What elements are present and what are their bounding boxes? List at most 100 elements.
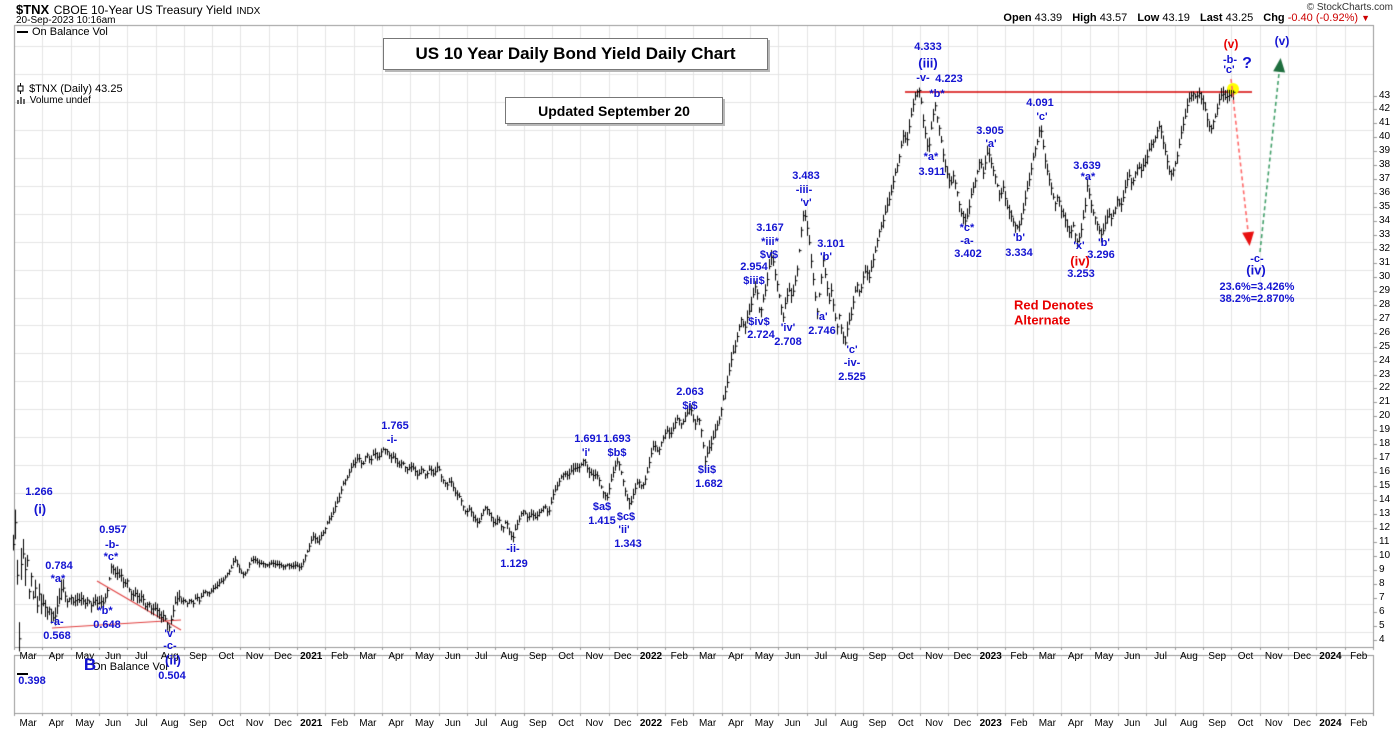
- wave-annotation: (v): [1274, 34, 1290, 48]
- x-axis-label: May: [415, 651, 434, 662]
- x-axis-label: Sep: [189, 651, 207, 662]
- y-axis-label: 8: [1379, 577, 1385, 589]
- x-axis-label: Oct: [218, 717, 235, 729]
- y-axis-label: 14: [1379, 494, 1391, 506]
- wave-annotation: 'c': [1036, 111, 1048, 123]
- x-axis-label: Mar: [698, 651, 717, 662]
- x-axis-label: 2021: [300, 717, 323, 729]
- wave-annotation: 3.402: [954, 248, 982, 260]
- last-value: 43.25: [1225, 12, 1254, 24]
- y-axis-label: 43: [1379, 89, 1391, 101]
- x-axis-label: Dec: [1293, 717, 1311, 729]
- chg-down-arrow-icon[interactable]: ▼: [1361, 13, 1370, 23]
- y-axis-label: 19: [1379, 424, 1391, 436]
- x-axis-label: May: [75, 717, 95, 729]
- wave-annotation: *b*: [97, 605, 113, 617]
- wave-annotation: *a*: [923, 151, 939, 163]
- y-axis-label: 40: [1379, 131, 1391, 143]
- y-axis-label: 38: [1379, 159, 1391, 171]
- x-axis-label: Jul: [134, 717, 148, 729]
- x-axis-label: Aug: [840, 717, 859, 729]
- x-axis-label: Nov: [925, 651, 943, 662]
- y-axis-label: 17: [1379, 452, 1391, 464]
- y-axis-label: 25: [1379, 340, 1391, 352]
- wave-annotation: 4.091: [1026, 97, 1054, 109]
- obv-legend-top-label: On Balance Vol: [32, 26, 108, 38]
- x-axis-label: Nov: [585, 717, 604, 729]
- volume-legend: Volume undef: [17, 95, 91, 106]
- y-axis-label: 30: [1379, 270, 1391, 282]
- wave-annotation: 'b': [1098, 237, 1110, 249]
- wave-annotation: -b-: [1222, 54, 1238, 66]
- wave-annotation: 'c': [1223, 64, 1235, 76]
- y-axis-label: 16: [1379, 466, 1391, 478]
- x-axis-label: Jul: [474, 651, 488, 662]
- x-axis-label: Jun: [444, 717, 461, 729]
- x-axis-label: Apr: [1067, 717, 1084, 729]
- x-axis-label: Nov: [1264, 651, 1283, 662]
- wave-annotation: $ii$: [697, 464, 717, 476]
- x-axis-label: Feb: [1010, 651, 1028, 662]
- open-label: Open: [1003, 12, 1032, 24]
- wave-annotation: (v): [1223, 37, 1239, 51]
- x-axis-label: Jun: [784, 717, 801, 729]
- x-axis-label: Jul: [134, 651, 148, 662]
- wave-annotation: 0.504: [158, 670, 186, 682]
- x-axis-label: Feb: [670, 651, 688, 662]
- y-axis-label: 24: [1379, 354, 1391, 366]
- wave-annotation: 1.765: [381, 420, 409, 432]
- wave-annotation: 1.129: [500, 558, 528, 570]
- wave-annotation: 4.333: [914, 41, 942, 53]
- x-axis-label: Jul: [1154, 717, 1167, 729]
- wave-annotation: 'b': [820, 251, 832, 263]
- x-axis-label: Feb: [670, 717, 688, 729]
- y-axis-label: 27: [1379, 312, 1391, 324]
- x-axis-label: Dec: [274, 717, 292, 729]
- wave-annotation: 3.334: [1005, 247, 1033, 259]
- y-axis-label: 26: [1379, 326, 1391, 338]
- wave-annotation: *c*: [959, 222, 975, 234]
- candlestick-icon: [17, 83, 24, 94]
- x-axis-label: Mar: [698, 717, 717, 729]
- x-axis-label: Oct: [558, 651, 574, 662]
- x-axis-label: Dec: [274, 651, 292, 662]
- wave-annotation: (iv): [1246, 262, 1266, 278]
- wave-annotation: *iii*: [761, 236, 779, 248]
- x-axis-label: May: [1094, 717, 1114, 729]
- x-axis-label: Jul: [814, 717, 828, 729]
- wave-annotation: 'a': [816, 311, 828, 323]
- wave-annotation: 2.063: [676, 386, 704, 398]
- x-axis-label: 2022: [639, 651, 663, 662]
- x-axis-label: Oct: [558, 717, 574, 729]
- x-axis-label: Jun: [105, 651, 122, 662]
- wave-annotation: 3.101: [817, 238, 845, 250]
- x-axis-label: Jul: [474, 717, 488, 729]
- x-axis-label: Aug: [1179, 651, 1198, 662]
- x-axis-label: Sep: [868, 651, 887, 662]
- wave-annotation: (ii): [165, 652, 181, 668]
- x-axis-label: Jun: [784, 651, 801, 662]
- x-axis-label: Apr: [48, 651, 65, 662]
- wave-annotation: (iv): [1070, 253, 1090, 269]
- wave-annotation: 2.724: [747, 329, 775, 341]
- x-axis-label: Mar: [19, 651, 37, 662]
- wave-annotation: 3.483: [792, 170, 820, 182]
- wave-annotation: 2.954: [740, 261, 768, 273]
- x-axis-label: Mar: [19, 717, 37, 729]
- wave-annotation: -a-: [50, 616, 64, 628]
- wave-annotation: (iii): [918, 55, 938, 71]
- y-axis-label: 39: [1379, 145, 1391, 157]
- x-axis-label: Oct: [218, 651, 235, 662]
- wave-annotation: -c-: [1250, 253, 1264, 265]
- x-axis-label: Apr: [388, 651, 404, 662]
- wave-annotation: 0.648: [93, 619, 121, 631]
- wave-annotation: $a$: [592, 501, 612, 513]
- y-axis-label: 35: [1379, 201, 1391, 213]
- x-axis-label: Sep: [189, 717, 207, 729]
- y-axis-label: 15: [1379, 480, 1391, 492]
- wave-annotation: $iv$: [748, 316, 770, 328]
- y-axis-label: 4: [1379, 633, 1385, 645]
- volume-bars-icon: [17, 97, 25, 104]
- chg-value: -0.40 (-0.92%): [1287, 12, 1359, 24]
